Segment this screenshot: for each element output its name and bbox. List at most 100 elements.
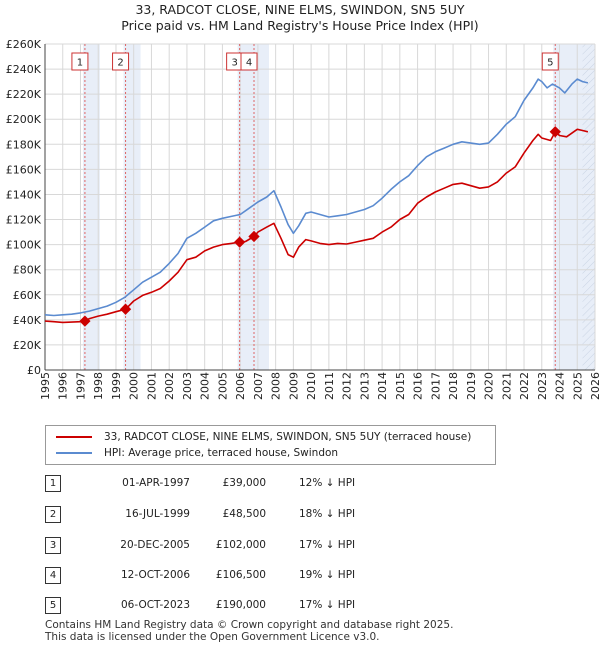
x-tick-label: 2007: [252, 372, 265, 400]
x-tick-label: 2018: [447, 372, 460, 400]
x-tick-label: 2017: [429, 372, 442, 400]
sale-band: [123, 44, 141, 370]
sale-band: [237, 44, 255, 370]
sale-number: 1: [45, 475, 61, 492]
sale-date: 16-JUL-1999: [125, 508, 190, 520]
sale-price: £106,500: [215, 569, 266, 581]
property-price-line: [44, 128, 589, 324]
sale-hpi-diff: 12% ↓ HPI: [299, 477, 356, 489]
sale-label-number: 2: [117, 58, 123, 69]
y-tick-label: £40K: [13, 314, 42, 327]
x-tick-label: 1995: [39, 372, 52, 400]
y-tick-label: £120K: [6, 214, 42, 227]
x-tick-label: 2003: [181, 372, 194, 400]
y-tick-label: £260K: [6, 38, 42, 51]
chart-title-line2: Price paid vs. HM Land Registry's House …: [121, 18, 479, 33]
legend-label-property: 33, RADCOT CLOSE, NINE ELMS, SWINDON, SN…: [104, 431, 472, 443]
x-tick-label: 2004: [199, 372, 212, 400]
sale-label-box: [240, 52, 258, 71]
x-tick-label: 2006: [234, 372, 247, 400]
x-tick-label: 2025: [571, 372, 584, 400]
sale-price: £190,000: [215, 599, 266, 611]
sale-date: 12-OCT-2006: [121, 569, 190, 581]
sale-number: 4: [45, 567, 61, 584]
y-tick-label: £100K: [6, 239, 42, 252]
x-tick-label: 2010: [305, 372, 318, 400]
x-tick-label: 2021: [500, 372, 513, 400]
sale-label-box: [541, 52, 559, 71]
x-tick-label: 2001: [145, 372, 158, 400]
x-tick-label: 2012: [341, 372, 354, 400]
y-tick-label: £180K: [6, 138, 42, 151]
y-tick-label: £80K: [13, 264, 42, 277]
legend-item-hpi: HPI: Average price, terraced house, Swin…: [56, 445, 338, 461]
sale-row: 5 06-OCT-2023 £190,000 17% ↓ HPI: [45, 597, 445, 615]
sale-number: 2: [45, 506, 61, 523]
sale-date: 01-APR-1997: [122, 477, 190, 489]
x-tick-label: 1999: [110, 372, 123, 400]
x-tick-label: 2015: [394, 372, 407, 400]
x-tick-label: 2008: [270, 372, 283, 400]
hpi-line: [44, 78, 589, 317]
x-tick-label: 2011: [323, 372, 336, 400]
sale-point: [248, 230, 260, 243]
sale-hpi-diff: 18% ↓ HPI: [299, 508, 356, 520]
x-tick-label: 2009: [287, 372, 300, 400]
x-tick-label: 1998: [92, 372, 105, 400]
y-tick-label: £240K: [6, 63, 42, 76]
sale-label-number: 3: [231, 58, 237, 69]
chart-title: 33, RADCOT CLOSE, NINE ELMS, SWINDON, SN…: [0, 2, 600, 34]
sale-row: 2 16-JUL-1999 £48,500 18% ↓ HPI: [45, 506, 445, 524]
legend-swatch-property: [56, 436, 92, 438]
sale-price: £102,000: [215, 539, 266, 551]
x-tick-label: 2002: [163, 372, 176, 400]
sale-row: 3 20-DEC-2005 £102,000 17% ↓ HPI: [45, 537, 445, 555]
legend-label-hpi: HPI: Average price, terraced house, Swin…: [104, 447, 339, 459]
sale-label-number: 1: [77, 58, 83, 69]
sale-label-box: [71, 52, 89, 71]
sale-hpi-diff: 17% ↓ HPI: [299, 539, 356, 551]
sale-label-box: [112, 52, 130, 71]
y-tick-label: £220K: [6, 88, 42, 101]
x-tick-label: 2024: [554, 372, 567, 400]
y-tick-label: £140K: [6, 188, 42, 201]
sale-date: 20-DEC-2005: [120, 539, 190, 551]
y-tick-label: £160K: [6, 163, 42, 176]
y-tick-label: £0: [27, 364, 41, 377]
footer-copyright: Contains HM Land Registry data © Crown c…: [45, 619, 454, 631]
forecast-hatch: [582, 44, 595, 370]
x-tick-label: 1997: [74, 372, 87, 400]
y-tick-label: £20K: [13, 339, 42, 352]
x-tick-label: 2013: [358, 372, 371, 400]
sale-row: 4 12-OCT-2006 £106,500 19% ↓ HPI: [45, 567, 445, 585]
x-tick-label: 1996: [57, 372, 70, 400]
legend-item-property: 33, RADCOT CLOSE, NINE ELMS, SWINDON, SN…: [56, 429, 471, 445]
x-tick-label: 2014: [376, 372, 389, 400]
x-tick-label: 2020: [483, 372, 496, 400]
chart-title-line1: 33, RADCOT CLOSE, NINE ELMS, SWINDON, SN…: [135, 2, 465, 17]
footer-licence: This data is licensed under the Open Gov…: [45, 631, 380, 643]
y-tick-label: £60K: [13, 289, 42, 302]
sale-band: [82, 44, 100, 370]
legend: 33, RADCOT CLOSE, NINE ELMS, SWINDON, SN…: [45, 425, 496, 465]
x-tick-label: 2005: [216, 372, 229, 400]
legend-swatch-hpi: [56, 452, 92, 454]
sale-row: 1 01-APR-1997 £39,000 12% ↓ HPI: [45, 475, 445, 493]
sale-label-number: 4: [246, 58, 252, 69]
sale-number: 5: [45, 597, 61, 614]
x-tick-label: 2000: [128, 372, 141, 400]
sale-point: [549, 126, 561, 138]
sale-point: [233, 236, 246, 248]
sale-label-number: 5: [547, 58, 553, 69]
sale-date: 06-OCT-2023: [121, 599, 190, 611]
sale-number: 3: [45, 537, 61, 554]
y-tick-label: £200K: [6, 113, 42, 126]
x-tick-label: 2019: [465, 372, 478, 400]
x-tick-label: 2023: [536, 372, 549, 400]
sale-hpi-diff: 19% ↓ HPI: [299, 569, 356, 581]
sale-hpi-diff: 17% ↓ HPI: [299, 599, 356, 611]
x-tick-label: 2022: [518, 372, 531, 400]
x-tick-label: 2016: [412, 372, 425, 400]
footer: Contains HM Land Registry data © Crown c…: [45, 619, 453, 643]
